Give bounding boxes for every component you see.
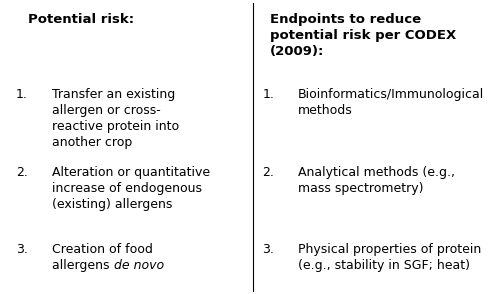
- Text: 3.: 3.: [16, 243, 28, 255]
- Text: Transfer an existing
allergen or cross-
reactive protein into
another crop: Transfer an existing allergen or cross- …: [52, 88, 180, 149]
- Text: 2.: 2.: [16, 166, 28, 179]
- Text: Physical properties of protein
(e.g., stability in SGF; heat): Physical properties of protein (e.g., st…: [298, 243, 481, 272]
- Text: Endpoints to reduce
potential risk per CODEX
(2009):: Endpoints to reduce potential risk per C…: [270, 13, 456, 58]
- Text: de novo: de novo: [114, 259, 164, 273]
- Text: 2.: 2.: [262, 166, 274, 179]
- Text: Potential risk:: Potential risk:: [28, 13, 134, 26]
- Text: 3.: 3.: [262, 243, 274, 255]
- Text: Creation of food
allergens: Creation of food allergens: [52, 243, 154, 272]
- Text: 1.: 1.: [16, 88, 28, 101]
- Text: Alteration or quantitative
increase of endogenous
(existing) allergens: Alteration or quantitative increase of e…: [52, 166, 210, 211]
- Text: 1.: 1.: [262, 88, 274, 101]
- Text: Bioinformatics/Immunological
methods: Bioinformatics/Immunological methods: [298, 88, 484, 117]
- Text: Analytical methods (e.g.,
mass spectrometry): Analytical methods (e.g., mass spectrome…: [298, 166, 454, 195]
